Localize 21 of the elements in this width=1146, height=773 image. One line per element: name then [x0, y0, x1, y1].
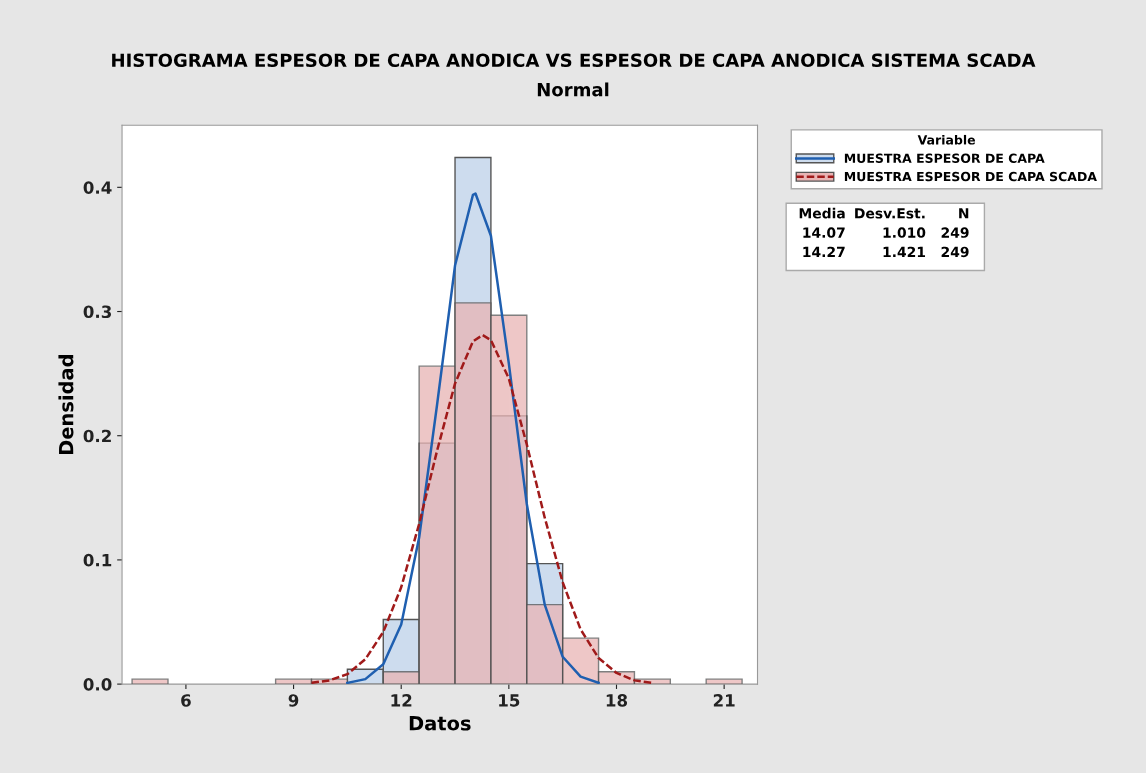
x-axis-title: Datos [409, 716, 471, 731]
y-tick-label: 0.2 [83, 429, 111, 443]
text: Media Desv.Est. N [799, 207, 969, 219]
x-tick-label: 18 [606, 694, 628, 707]
x-tick-label: 12 [391, 694, 412, 707]
y-axis-title: Densidad [58, 355, 74, 455]
chart-title: HISTOGRAMA ESPESOR DE CAPA ANODICA VS ESPESOR DE CAPA ANODICA SISTEMA SCADA [112, 53, 1036, 68]
legend-label: MUESTRA ESPESOR DE CAPA SCADA [844, 171, 1097, 182]
text: 14.27 1.421 249 [803, 246, 969, 258]
legend-title: Variable [917, 134, 976, 145]
y-tick-label: 0.1 [83, 553, 112, 567]
y-tick-label: 0.4 [83, 181, 112, 194]
text: 14.07 1.010 249 [803, 227, 969, 238]
x-tick-label: 15 [499, 694, 520, 707]
y-tick-label: 0.3 [83, 305, 111, 319]
legend-label: MUESTRA ESPESOR DE CAPA [844, 153, 1045, 163]
chart-subtitle: Normal [537, 82, 609, 97]
x-tick-label: 9 [288, 694, 299, 707]
x-tick-label: 6 [181, 694, 191, 707]
x-tick-label: 21 [713, 694, 735, 707]
y-tick-label: 0.0 [83, 678, 112, 691]
